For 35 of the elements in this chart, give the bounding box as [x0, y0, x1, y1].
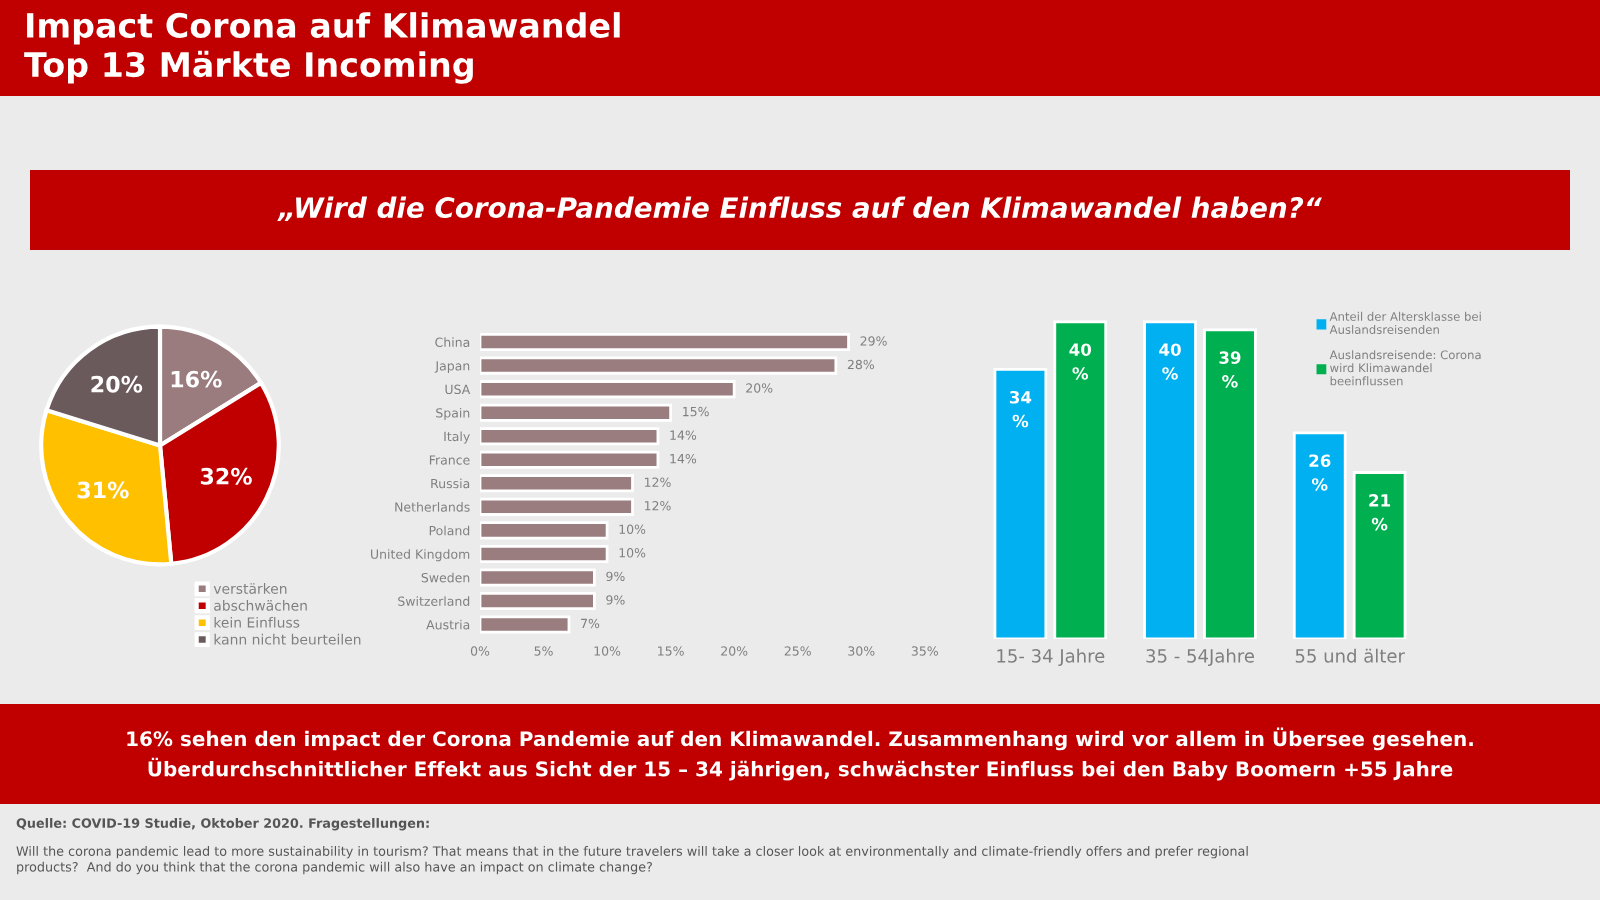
data-label: 16% — [171, 370, 222, 388]
bar — [480, 544, 609, 563]
data-label: 39 % — [1219, 351, 1241, 388]
bar — [480, 356, 838, 375]
chart-title: Impact Corona auf Klimawandel Top 13 Märkte Incoming — [24, 12, 620, 84]
bar — [480, 521, 609, 540]
bar — [480, 497, 634, 516]
data-label: 20% — [91, 375, 143, 393]
x-tick-label: 15- 34 Jahre — [997, 648, 1105, 667]
bar — [1292, 431, 1347, 639]
bar — [1053, 320, 1108, 639]
bar — [480, 474, 634, 493]
bar — [480, 591, 596, 611]
bar — [480, 450, 660, 469]
x-tick-label: 35 - 54Jahre — [1146, 648, 1254, 667]
x-tick-label: 55 und älter — [1295, 648, 1405, 663]
data-label: 34 % — [1009, 390, 1032, 428]
bar — [1203, 328, 1257, 639]
text: 16% sehen den impact der Corona Pandemie auf den Klimawandel. Zusammenhang wird vor allem in Übersee gesehen. Überdurchschnittlicher Effekt aus Sicht der 15 – 34 jährigen, schwächster Einfluss bei den Baby Boomern +55 Jahre — [127, 727, 1473, 781]
data-label: 26 % — [1309, 454, 1331, 491]
bar — [480, 333, 850, 352]
bar — [480, 380, 736, 399]
bar — [1352, 471, 1407, 639]
bar — [480, 568, 596, 587]
data-label: 40 % — [1159, 343, 1181, 380]
data-label: 21 % — [1369, 494, 1391, 531]
data-label: 32% — [200, 467, 252, 485]
bar — [993, 368, 1048, 639]
bar — [480, 427, 660, 446]
data-label: 40 % — [1069, 343, 1092, 380]
bar — [1143, 320, 1197, 639]
chart-subtitle: „Wird die Corona-Pandemie Einfluss auf den Klimawandel haben?“ — [277, 196, 1322, 222]
bar — [480, 615, 571, 634]
data-label: 31% — [77, 481, 129, 499]
bar — [480, 403, 673, 422]
